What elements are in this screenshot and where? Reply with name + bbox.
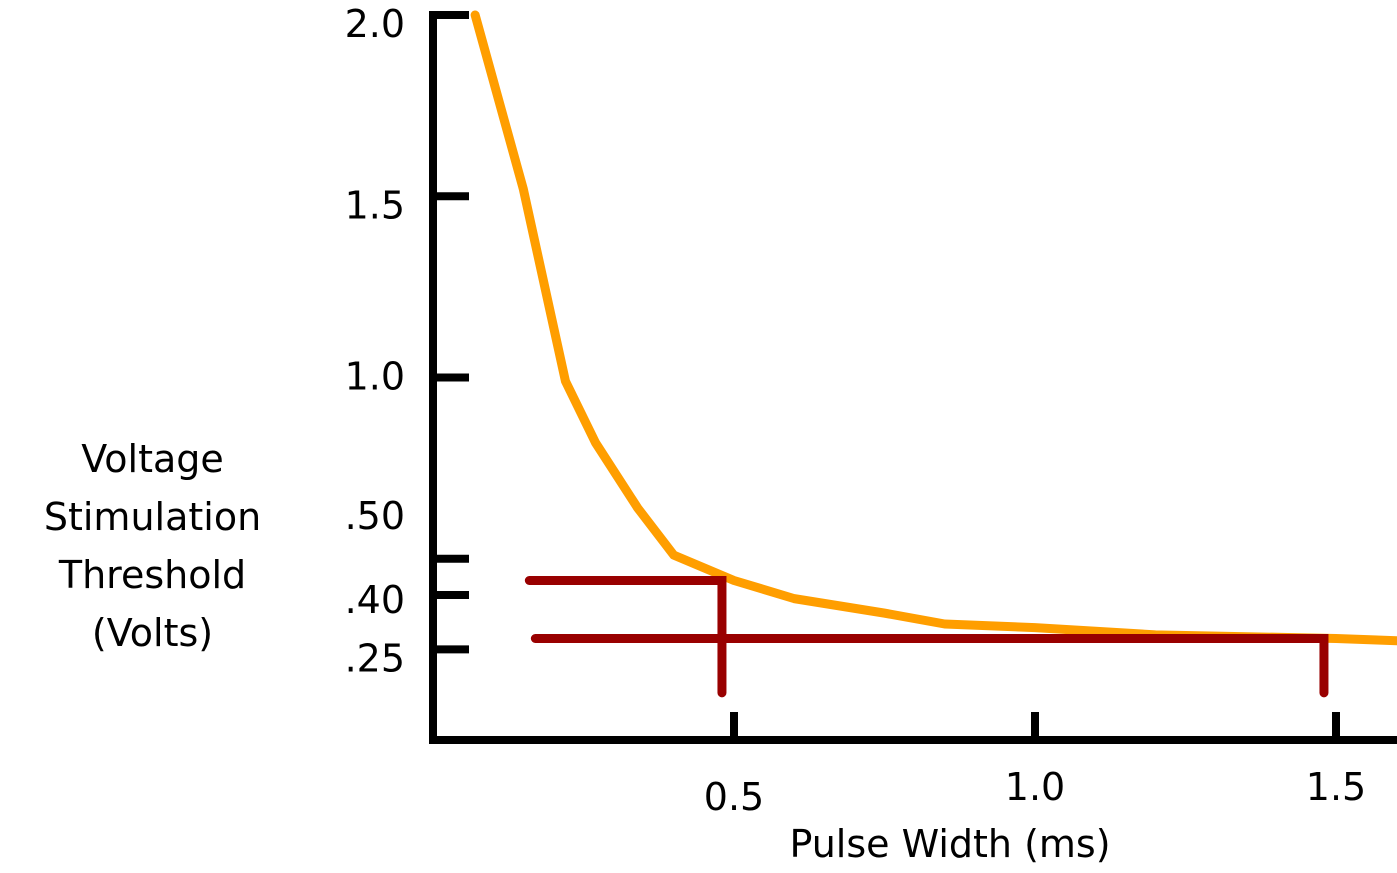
y-axis-label-line: Stimulation [43, 495, 262, 539]
y-axis-label-line: Voltage [81, 437, 224, 481]
y-tick-label: 2.0 [345, 2, 405, 46]
annotation-layer [524, 576, 1329, 698]
y-tick-label: 1.5 [345, 183, 405, 227]
x-axis-ticks: 0.51.01.52.02.53.0 [704, 712, 1366, 819]
y-axis-label-line: Threshold [58, 553, 247, 597]
series-layer [470, 10, 1397, 646]
x-tick-label: 0.5 [704, 775, 764, 819]
x-tick-label: 1.5 [1306, 765, 1366, 809]
y-axis-ticks: .25 .40 .50 1.0 1.5 2.0 [345, 2, 469, 680]
y-tick-label: .50 [345, 494, 405, 538]
y-tick-label: .25 [345, 636, 405, 680]
x-tick-label: 1.0 [1005, 765, 1065, 809]
threshold-marker-line [530, 634, 1329, 698]
x-axis-label: Pulse Width (ms) [789, 822, 1111, 866]
y-axis-label: Voltage Stimulation Threshold (Volts) [0, 430, 305, 662]
threshold-curve [470, 10, 1397, 646]
y-tick-label: .40 [345, 578, 405, 622]
threshold-marker-line [524, 576, 727, 698]
y-axis-label-line: (Volts) [91, 611, 214, 655]
y-tick-label: 1.0 [345, 355, 405, 399]
